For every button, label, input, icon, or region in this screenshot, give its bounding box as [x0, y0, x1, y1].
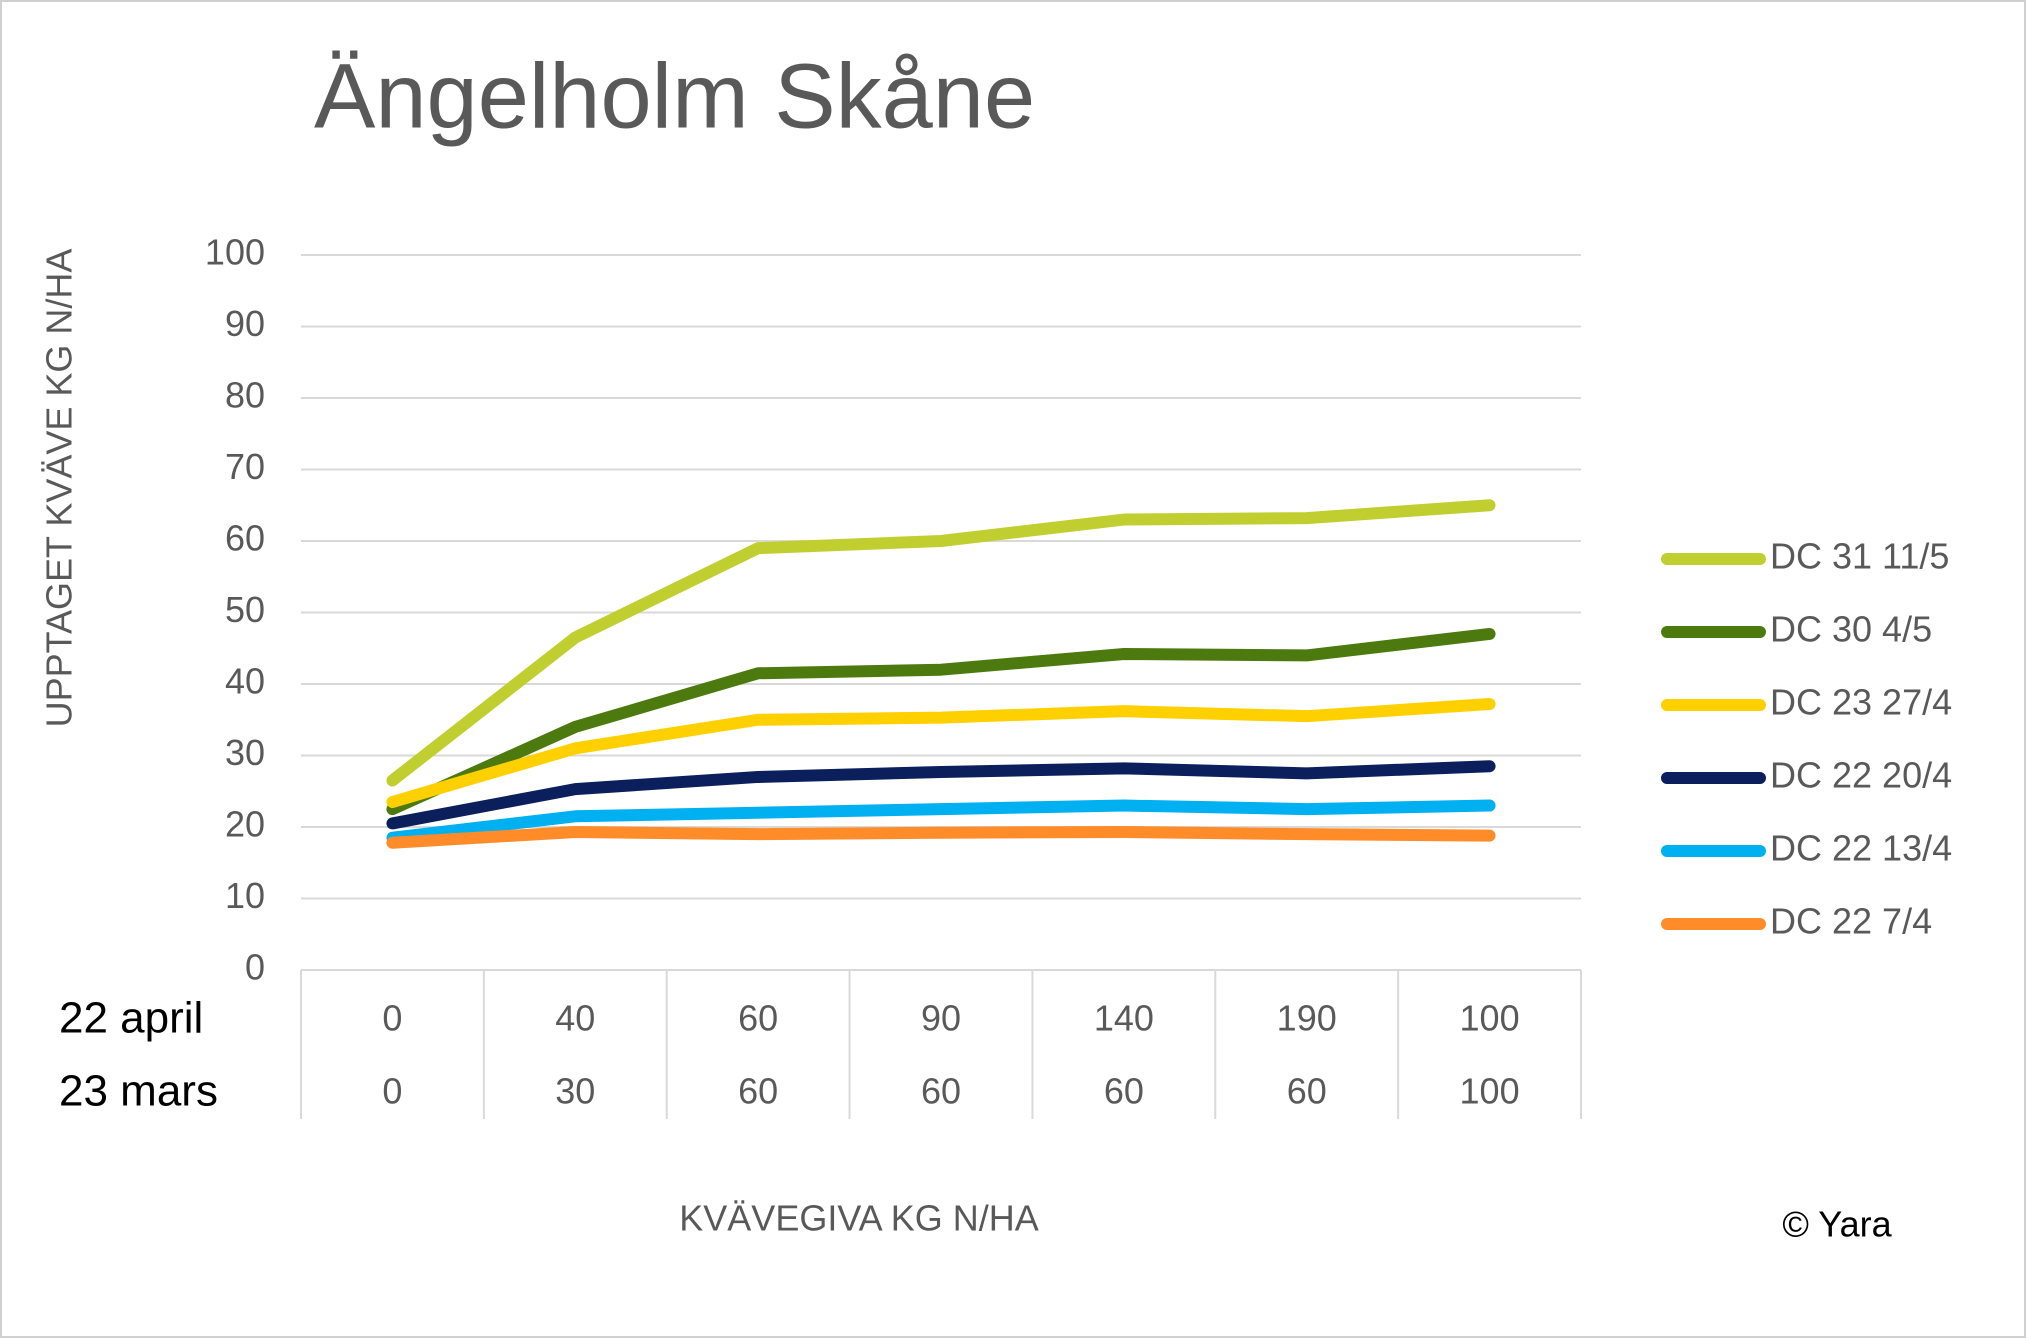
y-tick-label: 50	[225, 589, 265, 630]
y-tick-label: 30	[225, 732, 265, 773]
x-tick-label: 30	[555, 1071, 595, 1112]
legend-label: DC 22 7/4	[1770, 901, 1932, 942]
x-tick-label: 0	[382, 1071, 402, 1112]
x-axis-label: KVÄVEGIVA KG N/HA	[679, 1198, 1038, 1239]
x-tick-label: 60	[738, 1071, 778, 1112]
y-tick-label: 60	[225, 518, 265, 559]
x-tick-label: 60	[1287, 1071, 1327, 1112]
x-tick-label: 40	[555, 998, 595, 1039]
x-tick-label: 90	[921, 998, 961, 1039]
x-tick-label: 60	[1104, 1071, 1144, 1112]
x-tick-label: 0	[382, 998, 402, 1039]
legend-label: DC 22 13/4	[1770, 828, 1952, 869]
x-tick-label: 60	[921, 1071, 961, 1112]
y-tick-label: 100	[205, 232, 265, 273]
line-series	[386, 499, 1496, 787]
category-level-name: 22 april	[59, 994, 203, 1043]
x-tick-label: 100	[1460, 1071, 1520, 1112]
y-tick-label: 90	[225, 303, 265, 344]
y-tick-label: 20	[225, 804, 265, 845]
y-tick-label: 0	[245, 947, 265, 988]
x-tick-label: 100	[1460, 998, 1520, 1039]
y-tick-label: 80	[225, 375, 265, 416]
line-series	[386, 799, 1496, 844]
y-tick-label: 70	[225, 446, 265, 487]
x-tick-label: 190	[1277, 998, 1337, 1039]
line-series	[386, 760, 1496, 830]
legend-label: DC 30 4/5	[1770, 609, 1932, 650]
line-series	[386, 698, 1496, 808]
legend-label: DC 23 27/4	[1770, 682, 1952, 723]
x-tick-label: 140	[1094, 998, 1154, 1039]
note: © Yara	[1782, 1204, 1892, 1245]
y-tick-label: 10	[225, 875, 265, 916]
legend-label: DC 22 20/4	[1770, 755, 1952, 796]
category-level-name: 23 mars	[59, 1067, 218, 1116]
legend-label: DC 31 11/5	[1770, 536, 1949, 577]
x-tick-label: 60	[738, 998, 778, 1039]
chart-title: Ängelholm Skåne	[314, 45, 1035, 147]
y-tick-label: 40	[225, 661, 265, 702]
line-series	[386, 826, 1496, 849]
line-series	[386, 627, 1496, 816]
y-axis-label: UPPTAGET KVÄVE KG N/HA	[39, 249, 80, 728]
